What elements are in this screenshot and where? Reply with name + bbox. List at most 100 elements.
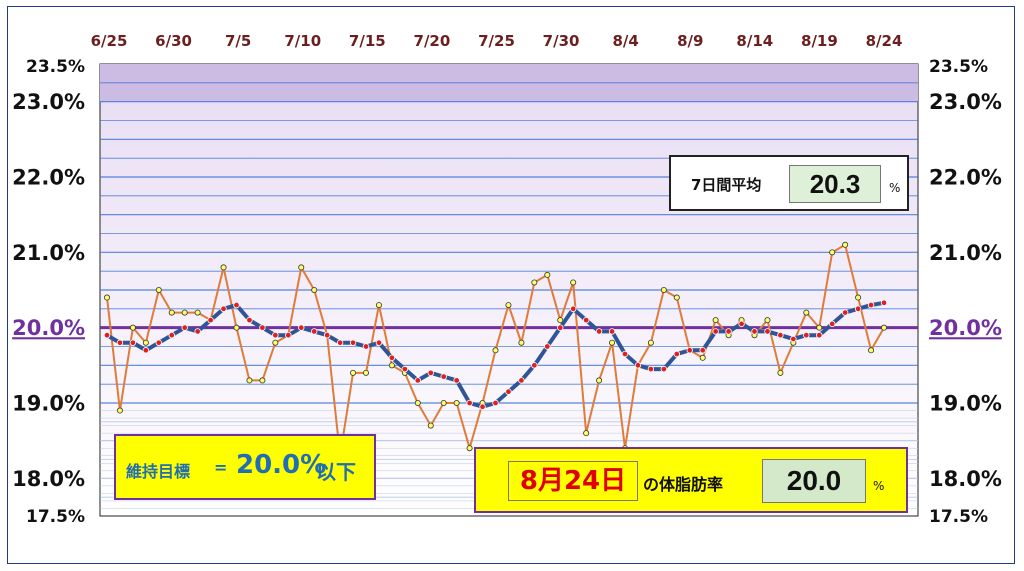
daily-point (544, 271, 551, 278)
average-point (272, 332, 279, 339)
daily-point (596, 377, 603, 384)
x-tick-label: 8/14 (736, 32, 773, 50)
daily-point (816, 324, 823, 331)
x-tick-label: 8/19 (801, 32, 838, 50)
y-tick-label-right: 20.0% (929, 316, 1002, 340)
x-tick-label: 8/4 (612, 32, 638, 50)
average-point (854, 305, 862, 313)
average-point (168, 332, 175, 339)
average-point (349, 339, 357, 346)
x-tick-label: 7/20 (414, 32, 451, 50)
x-tick-label: 8/24 (866, 32, 903, 50)
average-point (414, 377, 421, 384)
y-tick-label-right: 18.0% (929, 467, 1002, 491)
average-point (790, 335, 797, 343)
y-axis-right-ticks: 23.5% 23.0% 22.0% 21.0% 20.0% 19.0% 18.0% 17.5% (929, 57, 1002, 527)
daily-point (868, 347, 875, 354)
daily-point (116, 407, 123, 414)
x-tick-label: 6/25 (91, 32, 128, 50)
average-point (673, 350, 680, 358)
target-box: 維持目標 = 20.0% 以下 (114, 434, 376, 500)
daily-point (350, 369, 357, 376)
daily-point (881, 324, 888, 331)
daily-point (803, 309, 810, 316)
average-point (582, 316, 590, 324)
average-point (181, 324, 188, 331)
average-point (595, 328, 603, 335)
daily-point (414, 399, 421, 406)
x-tick-label: 8/9 (677, 32, 703, 50)
date-suffix: の体脂肪率 (643, 475, 724, 494)
daily-point (427, 422, 434, 429)
target-equals: = (214, 458, 228, 477)
avg-unit: % (889, 181, 901, 195)
y-axis-left-ticks: 23.5% 23.0% 22.0% 21.0% 20.0% 19.0% 18.0% 17.5% (12, 57, 85, 527)
average-point (777, 332, 784, 339)
y-tick-label-left: 18.0% (12, 467, 85, 491)
average-point (621, 350, 629, 358)
daily-point (660, 286, 667, 293)
daily-point (168, 309, 175, 316)
average-point (401, 365, 409, 373)
average-point (362, 343, 370, 350)
average-point (544, 343, 551, 350)
daily-point (531, 279, 538, 286)
average-series (103, 299, 888, 410)
average-point (660, 365, 668, 373)
daily-point (505, 302, 512, 309)
average-point (311, 328, 318, 335)
daily-point (712, 317, 719, 324)
seven-day-average-box: 7日間平均 20.3 % (669, 155, 909, 211)
average-point (453, 377, 460, 384)
daily-point (440, 399, 447, 406)
daily-point (259, 377, 266, 384)
y-tick-label-left: 20.0% (12, 316, 85, 340)
average-point (712, 328, 719, 335)
y-tick-label-left: 21.0% (12, 241, 85, 265)
average-point (608, 328, 616, 335)
average-point (841, 309, 849, 316)
daily-point (129, 324, 136, 331)
average-point (751, 328, 758, 335)
average-point (129, 339, 137, 346)
daily-point (453, 399, 460, 406)
y-tick-label-left: 22.0% (12, 166, 85, 190)
average-point (738, 320, 745, 328)
daily-point (181, 309, 188, 316)
daily-point (311, 286, 318, 293)
target-value: 20.0% (236, 450, 327, 480)
average-point (194, 328, 201, 335)
y-tick-label-right: 23.0% (929, 90, 1002, 114)
daily-point (362, 369, 369, 376)
y-tick-label-left: 23.0% (12, 90, 85, 114)
average-point (725, 328, 732, 335)
daily-point (699, 354, 706, 361)
x-tick-label: 7/5 (225, 32, 251, 50)
average-point (816, 332, 823, 339)
daily-point (518, 339, 525, 346)
average-point (298, 324, 305, 331)
average-point (829, 320, 836, 328)
average-point (505, 388, 512, 395)
average-point (155, 339, 162, 346)
average-point (634, 362, 642, 369)
average-point (103, 332, 111, 339)
target-label: 維持目標 (126, 462, 191, 481)
daily-point (155, 286, 162, 293)
average-point (440, 373, 447, 380)
average-point (388, 354, 396, 361)
daily-point (220, 264, 227, 271)
date-value: 8月24日 (508, 461, 638, 501)
daily-point (557, 317, 564, 324)
y-tick-label-right: 17.5% (929, 507, 988, 527)
average-point (479, 403, 486, 410)
daily-point (272, 339, 279, 346)
daily-point (829, 249, 836, 256)
average-point (686, 347, 693, 354)
daily-point (570, 279, 577, 286)
daily-point (388, 362, 395, 369)
average-point (323, 332, 331, 339)
daily-point (777, 369, 784, 376)
average-point (116, 339, 124, 346)
x-tick-label: 7/10 (284, 32, 321, 50)
